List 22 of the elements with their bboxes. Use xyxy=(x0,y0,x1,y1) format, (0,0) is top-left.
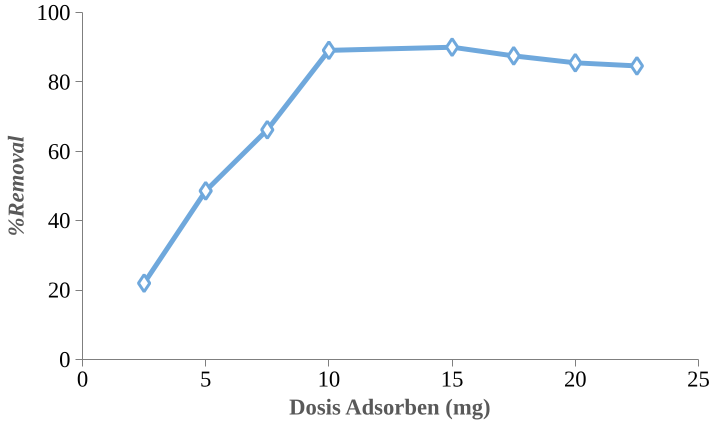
point xyxy=(506,46,521,66)
y-axis-title: %Removal xyxy=(4,134,29,236)
point xyxy=(198,180,213,201)
point xyxy=(322,40,336,60)
x-axis-title: Dosis Adsorben (mg) xyxy=(289,394,491,420)
y-tick-label: 0 xyxy=(59,347,70,372)
y-tick-label: 60 xyxy=(48,138,70,164)
x-tick-label: 5 xyxy=(200,366,212,392)
x-tick-label: 15 xyxy=(440,366,464,392)
point xyxy=(136,273,152,294)
y-tick-label: 20 xyxy=(48,278,70,303)
point xyxy=(260,120,274,140)
y-tick-label: 80 xyxy=(48,69,70,94)
point xyxy=(444,37,460,58)
x-tick-label: 25 xyxy=(687,366,710,392)
y-tick-label: 100 xyxy=(36,0,70,25)
x-tick-label: 20 xyxy=(564,366,587,392)
x-tick-label: 0 xyxy=(76,366,88,392)
point xyxy=(568,52,582,73)
point xyxy=(630,56,644,76)
x-tick-label: 10 xyxy=(318,366,340,392)
y-tick-label: 40 xyxy=(48,208,70,234)
